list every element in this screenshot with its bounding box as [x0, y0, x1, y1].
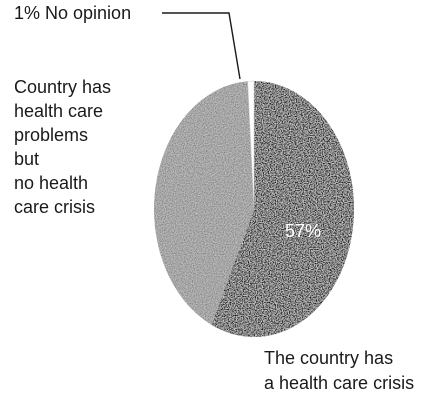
- pie-slice-crisis: [211, 81, 354, 337]
- pie-slice-no-opinion: [247, 80, 255, 210]
- pie-slice-problems: [153, 81, 254, 325]
- slice-label-problems: Country has health care problems but no …: [14, 77, 116, 217]
- slice-label-crisis: The country has a health care crisis: [264, 348, 414, 393]
- no-opinion-leader-line: [162, 12, 241, 80]
- slice-value-crisis: 57%: [285, 221, 321, 241]
- slice-label-no-opinion: 1% No opinion: [14, 3, 131, 23]
